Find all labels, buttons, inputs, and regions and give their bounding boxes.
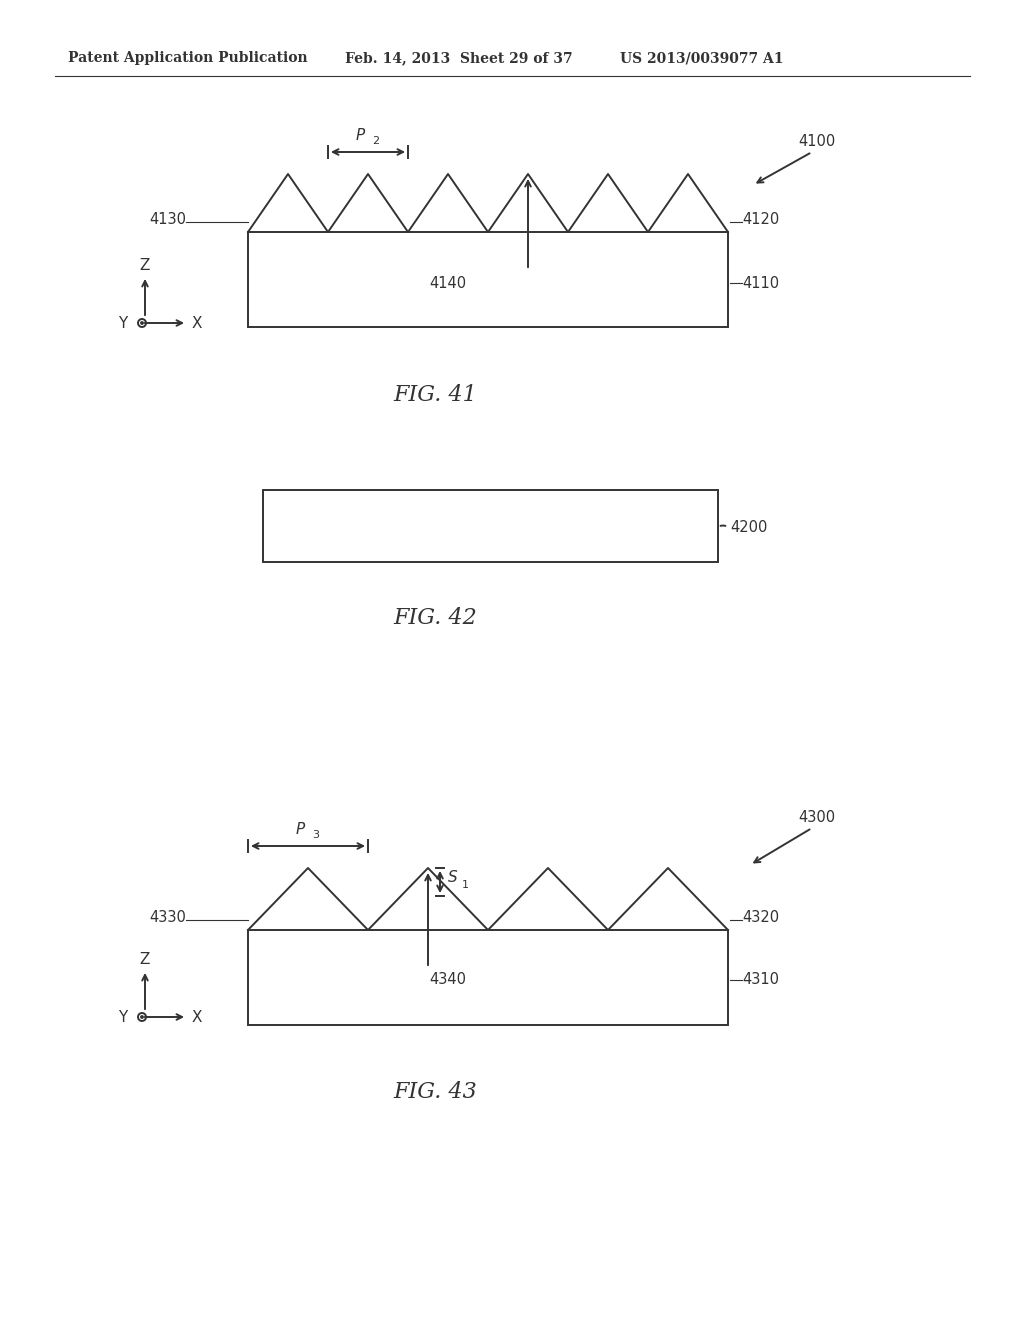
Text: FIG. 43: FIG. 43	[393, 1081, 477, 1104]
Text: 1: 1	[462, 880, 469, 890]
Text: X: X	[193, 315, 203, 330]
Text: 3: 3	[312, 830, 319, 840]
Circle shape	[141, 322, 143, 325]
Text: 4140: 4140	[429, 276, 467, 290]
Text: X: X	[193, 1010, 203, 1024]
Text: US 2013/0039077 A1: US 2013/0039077 A1	[620, 51, 783, 65]
Text: 2: 2	[373, 136, 380, 147]
Text: Feb. 14, 2013  Sheet 29 of 37: Feb. 14, 2013 Sheet 29 of 37	[345, 51, 572, 65]
Text: Y: Y	[118, 1010, 127, 1024]
Text: Y: Y	[118, 315, 127, 330]
Text: 4300: 4300	[798, 810, 836, 825]
Text: Patent Application Publication: Patent Application Publication	[68, 51, 307, 65]
Bar	[263, 490, 718, 562]
Text: 4120: 4120	[742, 213, 779, 227]
Circle shape	[141, 1016, 143, 1018]
Text: P: P	[355, 128, 365, 144]
Text: 4200: 4200	[730, 520, 767, 535]
Text: Z: Z	[140, 259, 151, 273]
Text: S: S	[449, 870, 458, 886]
Text: 4110: 4110	[742, 276, 779, 290]
Text: 4340: 4340	[429, 973, 467, 987]
Text: P: P	[295, 822, 304, 837]
Text: 4100: 4100	[798, 135, 836, 149]
Text: 4310: 4310	[742, 973, 779, 987]
Text: FIG. 42: FIG. 42	[393, 607, 477, 630]
Text: 4330: 4330	[150, 911, 186, 925]
Bar	[248, 232, 728, 327]
Text: 4320: 4320	[742, 911, 779, 925]
Text: FIG. 41: FIG. 41	[393, 384, 477, 407]
Text: 4130: 4130	[150, 213, 186, 227]
Text: Z: Z	[140, 953, 151, 968]
Bar	[248, 931, 728, 1026]
